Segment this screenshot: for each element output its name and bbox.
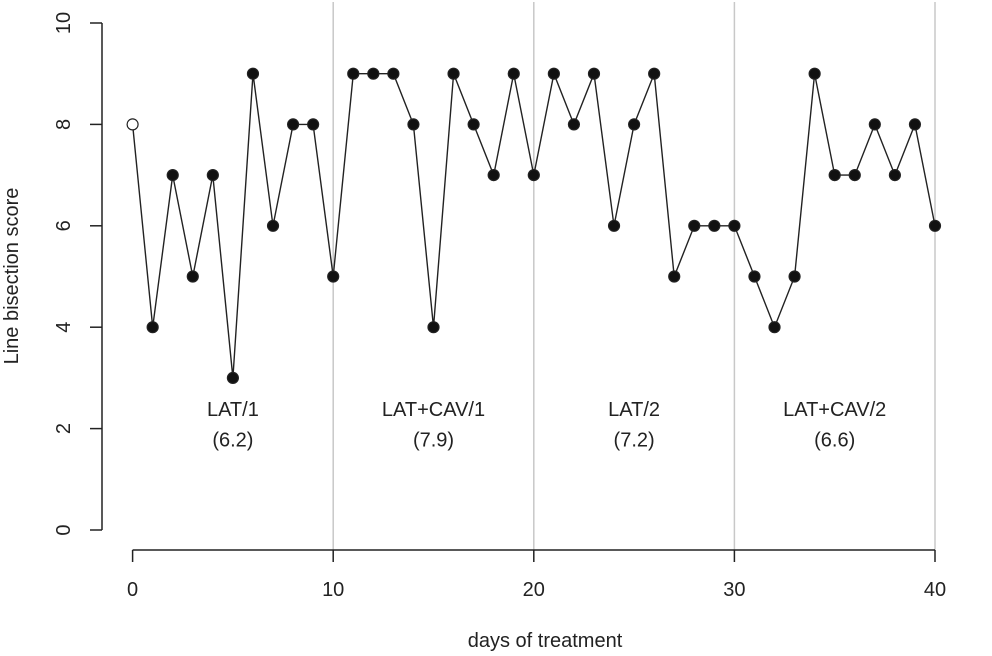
data-point [166,169,179,182]
data-point [206,169,219,182]
x-axis: 0 10 20 30 40 [127,550,946,601]
y-axis: 0 2 4 6 8 10 [53,12,102,536]
data-point [688,219,701,232]
x-tick-label: 10 [322,579,344,601]
data-point [447,67,460,80]
data-point [748,270,761,283]
data-point [246,67,260,80]
data-point [928,219,942,232]
data-point [367,67,380,80]
data-point [407,118,420,131]
data-point [527,169,540,182]
data-point [808,67,821,80]
y-tick-label: 10 [53,12,75,34]
plot-frame [101,23,935,551]
series-group [126,67,942,384]
phase-label: LAT+CAV/2 [783,399,886,421]
data-point [768,321,781,334]
data-point [507,67,520,80]
x-tick-label: 30 [723,579,745,601]
y-tick-label: 8 [53,119,75,130]
data-point [487,169,500,182]
y-axis-label: Line bisection score [1,188,23,365]
phase-mean-label: (6.6) [814,429,855,451]
phase-label: LAT+CAV/1 [382,399,485,421]
data-point [868,118,881,131]
data-point [226,371,239,384]
phase-boundaries [332,2,936,550]
x-tick-label: 20 [523,579,545,601]
data-point [587,67,601,80]
data-point [607,219,621,232]
data-point [708,219,721,232]
data-point [788,270,801,283]
baseline-point [126,118,139,131]
y-tick-label: 6 [53,220,75,231]
data-point [387,67,400,80]
data-point [266,219,280,232]
data-point [888,169,901,182]
y-tick-label: 2 [53,423,75,434]
data-point [327,270,340,283]
data-point [186,270,199,283]
phase-label: LAT/2 [608,399,660,421]
data-point [668,270,681,283]
data-point [347,67,360,80]
phase-annotations: LAT/1 (6.2) LAT+CAV/1 (7.9) LAT/2 (7.2) LAT+CA… [207,399,886,451]
data-point [908,118,922,131]
data-point [627,118,641,131]
phase-mean-label: (7.2) [614,429,655,451]
data-point [427,321,440,334]
data-point [146,321,159,334]
data-point [547,67,560,80]
y-tick-label: 0 [53,524,75,535]
data-point [307,118,320,131]
x-tick-label: 0 [127,579,138,601]
data-point [286,118,300,131]
data-point [648,67,661,80]
phase-mean-label: (6.2) [212,429,253,451]
phase-mean-label: (7.9) [413,429,454,451]
data-point [467,118,480,131]
data-point [848,169,861,182]
data-point [728,219,741,232]
y-tick-label: 4 [53,322,75,333]
data-point [828,169,841,182]
phase-label: LAT/1 [207,399,259,421]
x-axis-label: days of treatment [468,630,623,652]
data-point [567,118,581,131]
x-tick-label: 40 [924,579,946,601]
